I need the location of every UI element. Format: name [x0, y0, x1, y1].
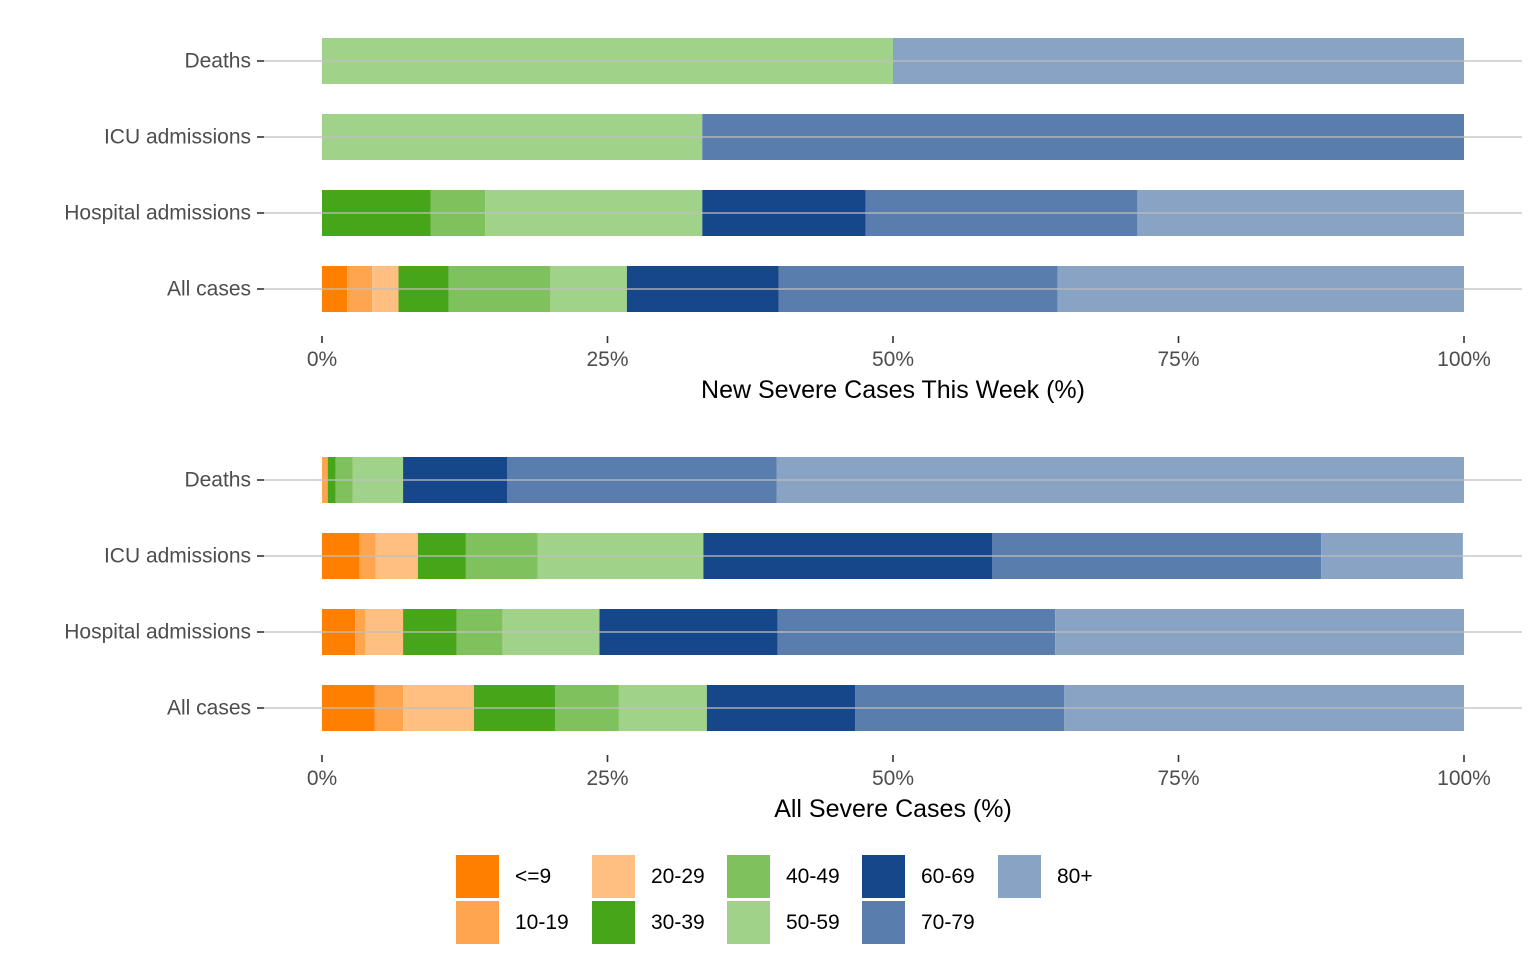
legend-label: 80+	[1057, 865, 1093, 888]
legend-item: 20-29	[592, 855, 705, 898]
legend-swatch	[862, 901, 905, 944]
x-tick-label: 25%	[586, 767, 628, 790]
x-tick-label: 50%	[872, 767, 914, 790]
legend-item: 30-39	[592, 901, 705, 944]
x-tick-label: 0%	[307, 348, 337, 371]
legend-item: 60-69	[862, 855, 975, 898]
x-tick-label: 75%	[1157, 767, 1199, 790]
panel-new-severe-cases: Deaths ICU admissions Hospital admissions A…	[64, 38, 1522, 404]
legend-label: 50-59	[786, 911, 840, 934]
category-label: Deaths	[184, 469, 251, 492]
category-label: All cases	[167, 697, 251, 720]
legend-label: 40-49	[786, 865, 840, 888]
legend-item: 50-59	[727, 901, 840, 944]
legend-swatch	[862, 855, 905, 898]
legend-item: 70-79	[862, 901, 975, 944]
category-label: Hospital admissions	[64, 202, 251, 225]
x-tick-label: 75%	[1157, 348, 1199, 371]
legend-item: <=9	[456, 855, 551, 898]
legend-item: 80+	[998, 855, 1093, 898]
legend-label: 20-29	[651, 865, 705, 888]
legend-swatch	[592, 855, 635, 898]
category-label: Deaths	[184, 50, 251, 73]
x-axis-title: All Severe Cases (%)	[774, 795, 1012, 823]
panel-all-severe-cases: Deaths ICU admissions Hospital admissions A…	[64, 457, 1522, 823]
x-tick-label: 50%	[872, 348, 914, 371]
legend-swatch	[727, 901, 770, 944]
legend-swatch	[998, 855, 1041, 898]
category-label: ICU admissions	[104, 545, 251, 568]
legend-swatch	[592, 901, 635, 944]
legend-item: 10-19	[456, 901, 569, 944]
x-axis-title: New Severe Cases This Week (%)	[701, 376, 1085, 404]
x-tick-label: 100%	[1437, 767, 1491, 790]
x-tick-label: 25%	[586, 348, 628, 371]
legend: <=9 10-19 20-29 30-39 40-49 50-59 60-69 70-79 80…	[456, 855, 1093, 944]
legend-label: 70-79	[921, 911, 975, 934]
legend-swatch	[727, 855, 770, 898]
legend-label: 60-69	[921, 865, 975, 888]
legend-label: 10-19	[515, 911, 569, 934]
x-tick-label: 0%	[307, 767, 337, 790]
legend-swatch	[456, 901, 499, 944]
legend-label: <=9	[515, 865, 551, 888]
legend-swatch	[456, 855, 499, 898]
category-label: Hospital admissions	[64, 621, 251, 644]
category-label: All cases	[167, 278, 251, 301]
legend-item: 40-49	[727, 855, 840, 898]
category-label: ICU admissions	[104, 126, 251, 149]
legend-label: 30-39	[651, 911, 705, 934]
x-tick-label: 100%	[1437, 348, 1491, 371]
